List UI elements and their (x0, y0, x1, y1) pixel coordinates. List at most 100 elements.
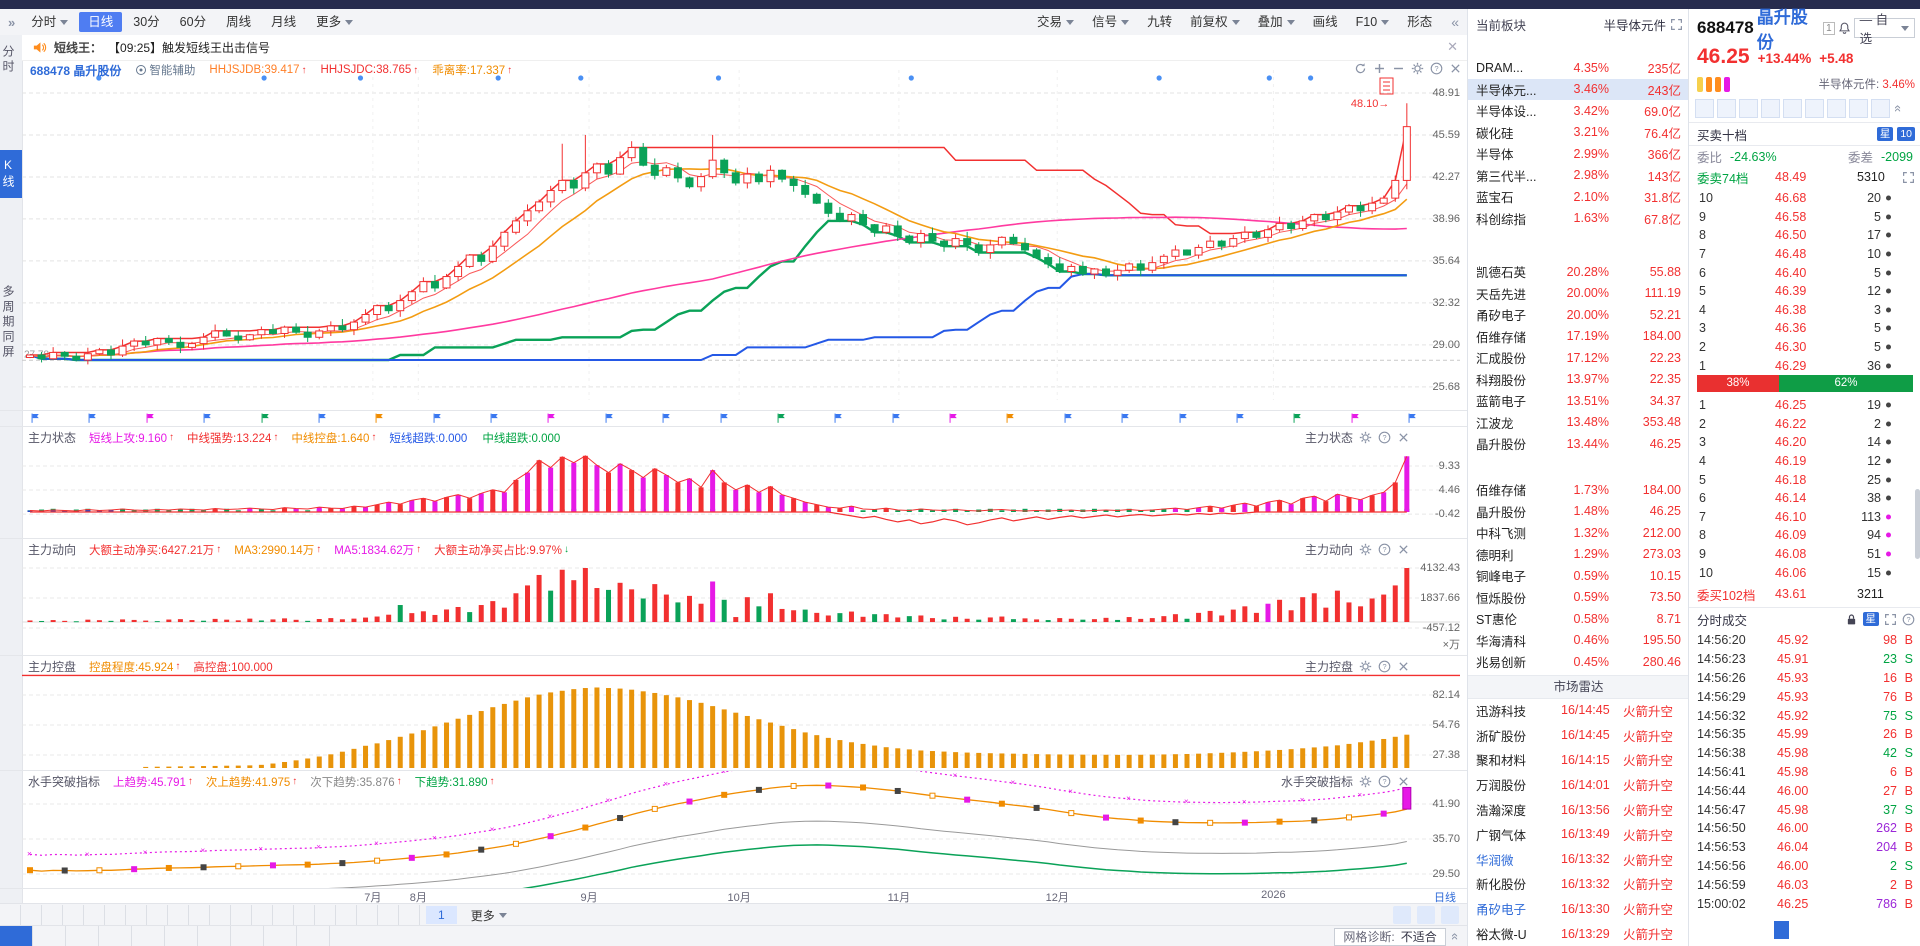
quote-bottom-tab[interactable] (1741, 921, 1757, 939)
help-icon[interactable] (1902, 613, 1915, 626)
expand-icon[interactable] (1670, 18, 1683, 31)
star-chip[interactable]: 星 (1862, 612, 1879, 626)
flag-icon[interactable] (1178, 412, 1189, 424)
collapse-panel-icon[interactable]: « (1451, 14, 1459, 30)
tick-trade-row[interactable]: 14:56:50 46.00 262 B (1697, 821, 1913, 836)
sector-row[interactable]: 科创综指 1.63% 67.8亿 (1476, 211, 1681, 227)
sector-row[interactable]: DRAM... 4.35% 235亿 (1476, 60, 1681, 77)
bottom-nav-tab[interactable] (66, 926, 99, 946)
flag-icon[interactable] (317, 412, 328, 424)
expand-sidebar-icon[interactable]: » (8, 14, 16, 30)
toolbar-button[interactable]: 形态 (1399, 12, 1440, 32)
sell-summary-row[interactable]: 委卖74档 48.49 5310 (1697, 167, 1915, 187)
strategy-tab[interactable] (42, 904, 63, 926)
toolbar-button[interactable]: 前复权 (1182, 12, 1248, 32)
flag-icon[interactable] (833, 412, 844, 424)
rail-item-kline[interactable]: K线 (0, 150, 22, 198)
tick-trade-row[interactable]: 14:56:23 45.91 23 S (1697, 652, 1913, 667)
quick-tab[interactable] (1761, 99, 1780, 118)
zhuli-kongpan-chart[interactable] (22, 655, 1460, 770)
strategy-tab[interactable] (357, 904, 378, 926)
flag-icon[interactable] (776, 412, 787, 424)
sell-level-row[interactable]: 9 46.58 5 (1689, 208, 1920, 227)
radar-row[interactable]: 广钢气体 16/13:49 火箭升空 (1476, 827, 1674, 843)
quote-bottom-tab[interactable] (1724, 921, 1740, 939)
strategy-tab[interactable] (21, 904, 42, 926)
sector-row[interactable]: 半导体设... 3.42% 69.0亿 (1476, 103, 1681, 120)
flag-icon[interactable] (1407, 412, 1418, 424)
buy-level-row[interactable]: 8 46.09 94 (1689, 526, 1920, 545)
stock-row[interactable]: ST惠伦 0.58% 8.71 (1476, 611, 1681, 628)
bottom-nav-tab[interactable] (231, 926, 264, 946)
collapse-up-icon[interactable]: « (1447, 932, 1463, 941)
strategy-tab[interactable] (0, 904, 21, 926)
quick-tab[interactable] (1827, 99, 1846, 118)
quote-bottom-tab[interactable] (1773, 921, 1789, 939)
sector-row[interactable]: 半导体元... 3.46% 243亿 (1468, 78, 1689, 100)
sector-row[interactable]: 半导体 2.99% 366亿 (1476, 146, 1681, 163)
tick-trade-row[interactable]: 14:56:56 46.00 2 S (1697, 858, 1913, 873)
help-icon[interactable] (1378, 660, 1391, 673)
quote-bottom-tab[interactable] (1873, 921, 1889, 939)
buy-level-row[interactable]: 5 46.18 25 (1689, 470, 1920, 489)
radar-row[interactable]: 浩瀚深度 16/13:56 火箭升空 (1476, 802, 1674, 819)
tick-trade-row[interactable]: 14:56:44 46.00 27 B (1697, 783, 1913, 798)
ten-level-chip[interactable]: 10 (1897, 127, 1915, 141)
tick-trade-row[interactable]: 14:56:29 45.93 76 B (1697, 689, 1913, 704)
refresh-icon[interactable] (1354, 62, 1367, 75)
period-tab[interactable]: 周线 (217, 12, 260, 32)
help-icon[interactable] (1378, 543, 1391, 556)
buy-summary-row[interactable]: 委买102档 43.61 3211 (1697, 587, 1884, 603)
strategy-tab[interactable] (378, 904, 399, 926)
tick-trade-row[interactable]: 14:56:32 45.92 75 S (1697, 708, 1913, 723)
quick-tab[interactable] (1849, 99, 1868, 118)
quote-bottom-tab[interactable] (1757, 921, 1773, 939)
sell-level-row[interactable]: 4 46.38 3 (1689, 301, 1920, 320)
tick-trade-row[interactable]: 14:56:35 45.99 26 B (1697, 727, 1913, 742)
toolbar-button[interactable]: 信号 (1084, 12, 1137, 32)
flag-icon[interactable] (489, 412, 500, 424)
flag-icon[interactable] (30, 412, 41, 424)
help-icon[interactable] (1378, 431, 1391, 444)
zhuli-dongxiang-chart[interactable] (22, 538, 1460, 655)
watchlist-button[interactable]: — 自选 (1853, 13, 1915, 46)
stock-row[interactable]: 江波龙 13.48% 353.48 (1476, 415, 1681, 431)
sell-level-row[interactable]: 2 46.30 5 (1689, 338, 1920, 357)
period-tab[interactable]: 月线 (262, 12, 305, 32)
tick-trade-row[interactable]: 14:56:38 45.98 42 S (1697, 746, 1913, 761)
quote-bottom-tab[interactable] (1840, 921, 1856, 939)
tick-trade-row[interactable]: 14:56:47 45.98 37 S (1697, 802, 1913, 817)
stock-row[interactable]: 科翔股份 13.97% 22.35 (1476, 372, 1681, 388)
chart-stock-codename[interactable]: 688478 晶升股份 (30, 63, 122, 78)
quote-bottom-tab[interactable] (1708, 921, 1724, 939)
strategy-tab[interactable] (336, 904, 357, 926)
strategy-tab[interactable] (399, 904, 420, 926)
flag-icon[interactable] (145, 412, 156, 424)
flag-icon[interactable] (604, 412, 615, 424)
radar-row[interactable]: 浙矿股份 16/14:45 火箭升空 (1476, 728, 1674, 744)
sector-current[interactable]: 半导体元件 (1603, 15, 1683, 34)
flag-icon[interactable] (948, 412, 959, 424)
axis-period-label[interactable]: 日线 (1434, 892, 1456, 904)
stock-row[interactable]: 华海清科 0.46% 195.50 (1476, 633, 1681, 649)
strategy-tab[interactable] (273, 904, 294, 926)
sell-level-row[interactable]: 6 46.40 5 (1689, 263, 1920, 282)
tick-trade-row[interactable]: 14:56:26 45.93 16 B (1697, 670, 1913, 685)
flag-icon[interactable] (1350, 412, 1361, 424)
stock-row[interactable]: 天岳先进 20.00% 111.19 (1476, 286, 1681, 302)
stock-row[interactable]: 晶升股份 1.48% 46.25 (1476, 504, 1681, 520)
stock-row[interactable]: 兆易创新 0.45% 280.46 (1476, 654, 1681, 671)
stock-row[interactable]: 晶升股份 13.44% 46.25 (1476, 436, 1681, 453)
flag-icon[interactable] (1235, 412, 1246, 424)
quote-bottom-tab[interactable] (1790, 921, 1806, 939)
flag-icon[interactable] (87, 412, 98, 424)
quick-tab[interactable] (1805, 99, 1824, 118)
rail-item-fenshi[interactable]: 分时 (1, 45, 15, 75)
bell-icon[interactable] (1838, 21, 1851, 35)
period-tab[interactable]: 60分 (171, 12, 215, 32)
action-button[interactable] (1393, 906, 1411, 924)
gear-icon[interactable] (1359, 543, 1372, 556)
close-icon[interactable] (1397, 543, 1410, 556)
stock-row[interactable]: 蓝箭电子 13.51% 34.37 (1476, 393, 1681, 410)
buy-level-row[interactable]: 9 46.08 51 (1689, 545, 1920, 564)
